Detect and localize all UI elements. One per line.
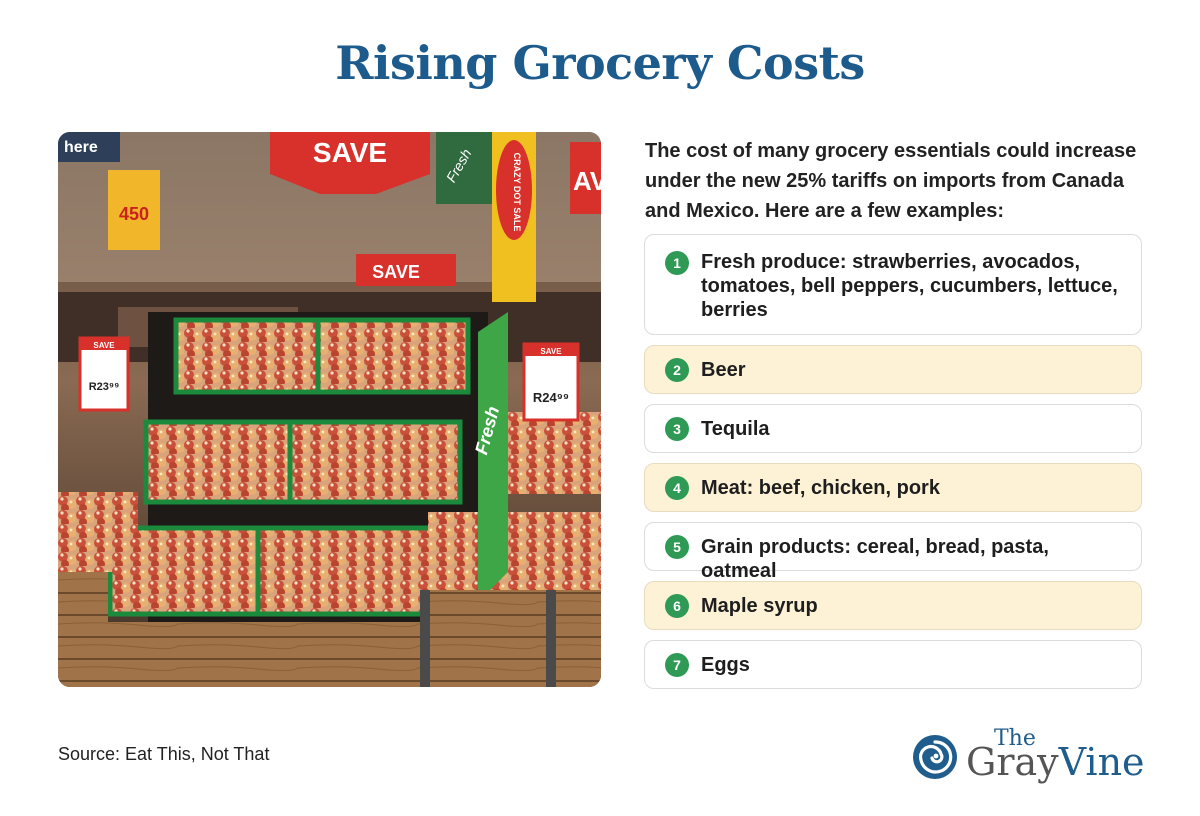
number-badge: 4 [665, 476, 689, 500]
number-badge: 1 [665, 251, 689, 275]
crazy-dot-sale-sign: CRAZY DOT SALE [512, 153, 522, 232]
save-mid-sign: SAVE [372, 262, 420, 282]
price-tag-left: R23⁹⁹ [89, 381, 120, 393]
save-big-sign: SAVE [313, 137, 387, 168]
promo-450: 450 [119, 204, 149, 224]
save-tag-right: SAVE [540, 347, 562, 356]
list-item-text: Maple syrup [701, 595, 818, 617]
list-item-text: Grain products: cereal, bread, pasta, oa… [701, 536, 1049, 582]
list-item-text: Tequila [701, 418, 770, 440]
produce-crates: Fresh [58, 312, 601, 687]
source-credit: Source: Eat This, Not That [58, 744, 270, 764]
list-item-text: Meat: beef, chicken, pork [701, 477, 940, 499]
list-item: 4 Meat: beef, chicken, pork [644, 463, 1142, 512]
grayvine-logo: The GrayVine [912, 726, 1152, 790]
save-tag-left: SAVE [93, 341, 115, 350]
logo-wordmark: GrayVine [966, 740, 1145, 784]
number-badge: 3 [665, 417, 689, 441]
list-item: 1 Fresh produce: strawberries, avocados,… [644, 234, 1142, 335]
list-item: 3 Tequila [644, 404, 1142, 453]
logo-the-text: The [994, 726, 1036, 751]
number-badge: 6 [665, 594, 689, 618]
here-sign: here [64, 139, 98, 156]
number-badge: 7 [665, 653, 689, 677]
list-item: 5 Grain products: cereal, bread, pasta, … [644, 522, 1142, 582]
list-item-text: Fresh produce: strawberries, avocados, t… [701, 251, 1118, 321]
intro-text: The cost of many grocery essentials coul… [645, 140, 1137, 222]
number-badge: 5 [665, 535, 689, 559]
sav-right-sign: AV [573, 166, 601, 196]
page-title: Rising Grocery Costs [335, 36, 865, 90]
list-item: 7 Eggs [644, 640, 1142, 689]
list-item: 2 Beer [644, 345, 1142, 394]
price-tag-right: R24⁹⁹ [533, 390, 569, 405]
list-item: 6 Maple syrup [644, 581, 1142, 630]
list-item-text: Eggs [701, 654, 750, 676]
number-badge: 2 [665, 358, 689, 382]
list-item-text: Beer [701, 359, 746, 381]
grapevine-swirl-icon [913, 735, 957, 779]
grocery-produce-photo: here SAVE 450 Fresh CRAZY DOT SALE AV SA… [58, 132, 601, 687]
